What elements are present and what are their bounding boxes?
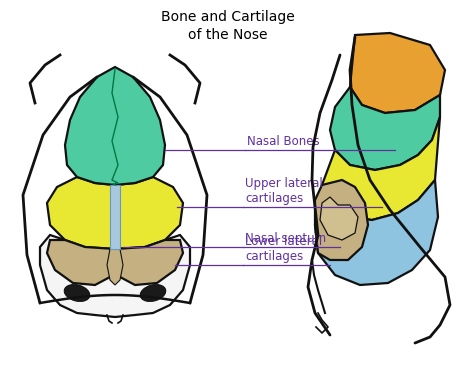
Text: Nasal septum: Nasal septum: [245, 232, 326, 245]
Ellipse shape: [140, 285, 166, 301]
Polygon shape: [107, 249, 123, 285]
Polygon shape: [47, 240, 115, 285]
Polygon shape: [350, 33, 445, 113]
Text: Nasal Bones: Nasal Bones: [247, 135, 319, 148]
Polygon shape: [40, 235, 190, 317]
Polygon shape: [115, 240, 183, 285]
Polygon shape: [322, 117, 440, 220]
Ellipse shape: [64, 285, 90, 301]
Polygon shape: [65, 67, 165, 185]
Text: Bone and Cartilage
of the Nose: Bone and Cartilage of the Nose: [161, 10, 295, 42]
Polygon shape: [315, 180, 438, 285]
Polygon shape: [315, 180, 368, 260]
Text: Upper lateral
cartilages: Upper lateral cartilages: [245, 177, 323, 205]
Polygon shape: [110, 185, 120, 249]
Polygon shape: [47, 177, 183, 249]
Polygon shape: [320, 197, 358, 240]
Text: Lower lateral
cartilages: Lower lateral cartilages: [245, 235, 322, 263]
Polygon shape: [330, 87, 440, 170]
